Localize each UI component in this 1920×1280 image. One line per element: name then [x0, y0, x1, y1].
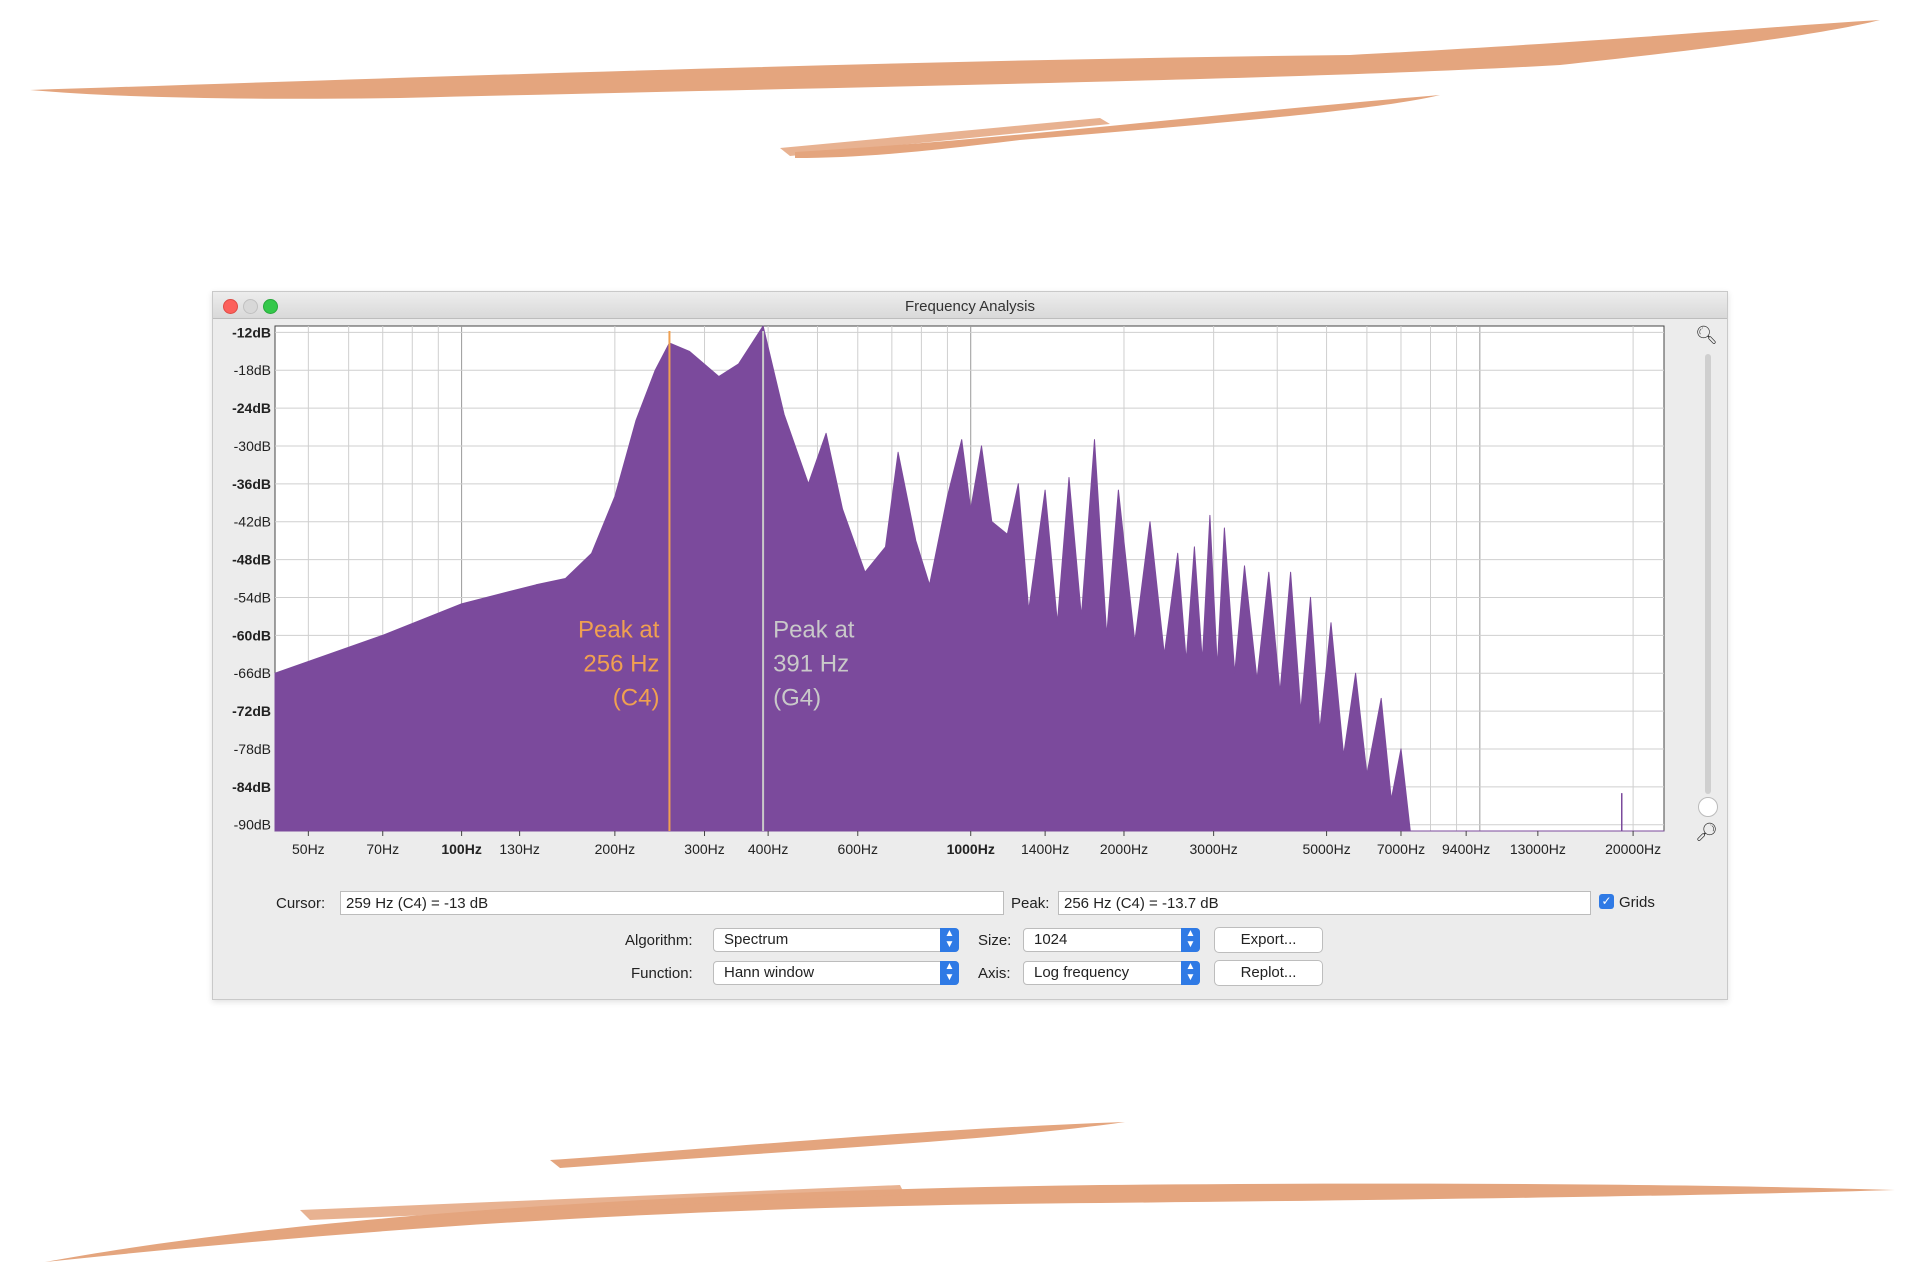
zoom-out-icon[interactable]: 🔎︎ [1695, 822, 1718, 842]
x-tick-label: 1400Hz [1021, 841, 1069, 857]
y-tick-label: -48dB [232, 552, 271, 568]
chevron-updown-icon: ▲ ▼ [1181, 928, 1200, 952]
y-tick-label: -12dB [232, 324, 271, 340]
x-tick-label: 7000Hz [1377, 841, 1425, 857]
y-tick-label: -84dB [232, 779, 271, 795]
x-tick-label: 100Hz [441, 841, 481, 857]
x-tick-label: 3000Hz [1190, 841, 1238, 857]
minimize-button[interactable] [243, 299, 258, 314]
window-title: Frequency Analysis [904, 298, 1036, 315]
algorithm-select[interactable]: Spectrum ▲ ▼ [713, 928, 959, 952]
spectrum-area [274, 325, 1665, 832]
function-select-value: Hann window [724, 964, 815, 981]
peak-annotation-text: Peak at [773, 616, 855, 643]
checkmark-icon: ✓ [1601, 894, 1612, 908]
x-tick-label: 300Hz [684, 841, 724, 857]
export-button[interactable]: Export... [1214, 927, 1323, 953]
axis-label: Axis: [978, 965, 1011, 982]
chevron-updown-icon: ▲ ▼ [940, 961, 959, 985]
x-tick-label: 9400Hz [1442, 841, 1490, 857]
size-label: Size: [978, 932, 1012, 949]
peak-annotation-text: 391 Hz [773, 650, 849, 677]
size-select-value: 1024 [1034, 931, 1068, 948]
y-tick-label: -72dB [232, 703, 271, 719]
x-tick-label: 70Hz [366, 841, 399, 857]
axis-select[interactable]: Log frequency ▲ ▼ [1023, 961, 1200, 985]
y-tick-label: -42dB [234, 514, 271, 530]
peak-label: Peak: [1011, 895, 1050, 912]
peak-annotation-text: 256 Hz [583, 650, 659, 677]
chevron-updown-icon: ▲ ▼ [940, 928, 959, 952]
function-select[interactable]: Hann window ▲ ▼ [713, 961, 959, 985]
cursor-label: Cursor: [276, 895, 326, 912]
x-tick-label: 400Hz [748, 841, 788, 857]
x-tick-label: 5000Hz [1302, 841, 1350, 857]
y-tick-label: -78dB [234, 741, 271, 757]
y-tick-label: -18dB [234, 362, 271, 378]
size-select[interactable]: 1024 ▲ ▼ [1023, 928, 1200, 952]
y-tick-label: -60dB [232, 627, 271, 643]
x-tick-label: 20000Hz [1605, 841, 1661, 857]
zoom-slider-thumb[interactable] [1698, 797, 1718, 817]
title-bar[interactable]: Frequency Analysis [213, 292, 1727, 319]
peak-annotation-text: (G4) [773, 684, 821, 711]
chevron-updown-icon: ▲ ▼ [1181, 961, 1200, 985]
y-tick-label: -24dB [232, 400, 271, 416]
frequency-analysis-window: Frequency Analysis -12dB -18dB -24dB -30dB -… [212, 291, 1728, 1000]
algorithm-label: Algorithm: [625, 932, 693, 949]
x-tick-label: 200Hz [595, 841, 635, 857]
y-tick-label: -66dB [234, 665, 271, 681]
algorithm-select-value: Spectrum [724, 931, 789, 948]
x-tick-label: 1000Hz [947, 841, 995, 857]
function-label: Function: [631, 965, 693, 982]
zoom-slider-track[interactable] [1705, 354, 1711, 794]
zoom-window-button[interactable] [263, 299, 278, 314]
grids-checkbox[interactable]: ✓ [1599, 894, 1614, 909]
peak-annotation-text: Peak at [578, 616, 660, 643]
replot-button[interactable]: Replot... [1214, 960, 1323, 986]
x-tick-label: 50Hz [292, 841, 325, 857]
peak-annotation-text: (C4) [613, 684, 660, 711]
cursor-field[interactable]: 259 Hz (C4) = -13 dB [340, 891, 1004, 915]
spectrum-plot[interactable]: -12dB -18dB -24dB -30dB -36dB -42dB -48dB -54dB… [213, 318, 1683, 918]
zoom-in-icon[interactable]: 🔍︎ [1695, 325, 1718, 345]
peak-field[interactable]: 256 Hz (C4) = -13.7 dB [1058, 891, 1591, 915]
y-tick-label: -30dB [234, 438, 271, 454]
x-tick-label: 2000Hz [1100, 841, 1148, 857]
x-tick-label: 13000Hz [1510, 841, 1566, 857]
x-tick-label: 130Hz [499, 841, 539, 857]
close-button[interactable] [223, 299, 238, 314]
y-tick-label: -36dB [232, 476, 271, 492]
axis-select-value: Log frequency [1034, 964, 1130, 981]
y-tick-label: -54dB [234, 589, 271, 605]
x-tick-label: 600Hz [838, 841, 878, 857]
grids-label: Grids [1619, 894, 1655, 911]
y-tick-label: -90dB [234, 817, 271, 833]
